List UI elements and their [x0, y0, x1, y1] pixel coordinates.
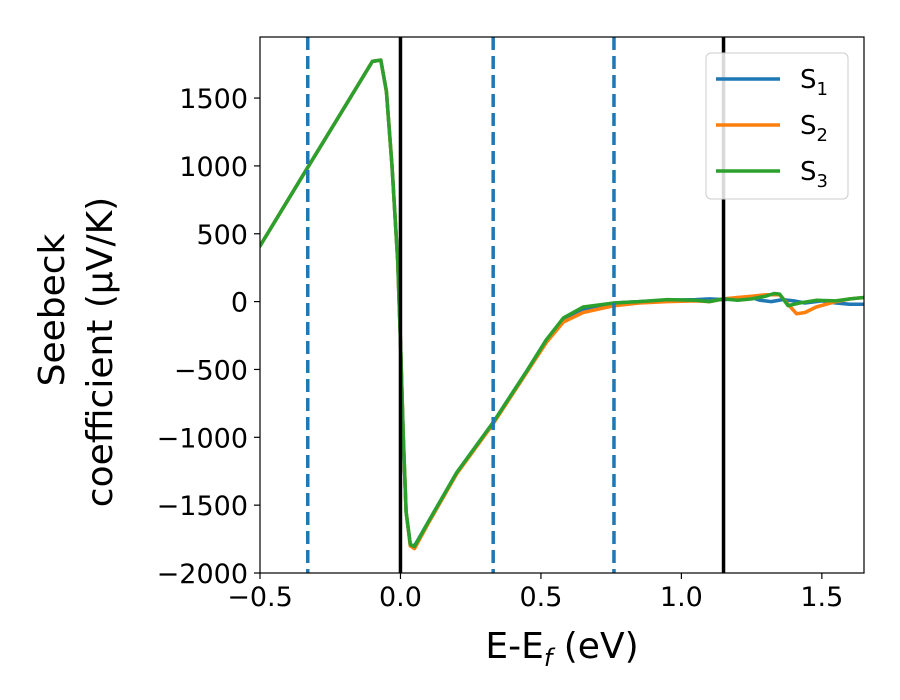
x-tick-label: 1.5	[800, 582, 843, 613]
plot-area	[260, 37, 864, 573]
x-axis-label-unit: (eV)	[552, 626, 638, 667]
x-axis: −0.5 0.0 0.5 1.0 1.5	[227, 573, 843, 613]
x-tick-label: 0.5	[519, 582, 562, 613]
x-axis-label-main: E-E	[485, 626, 543, 667]
legend: S1 S2 S3	[705, 52, 849, 200]
y-tick-label: 1000	[179, 152, 248, 183]
plot-frame	[259, 36, 865, 574]
x-tick-label: −0.5	[227, 582, 293, 613]
y-tick-label: −1000	[157, 423, 248, 454]
y-axis-label-line2: coefficient (μV/K)	[80, 197, 121, 507]
legend-label-s3: S3	[800, 157, 828, 192]
y-axis-label: Seebeck coefficient (μV/K)	[32, 197, 121, 507]
x-tick-label: 1.0	[660, 582, 703, 613]
legend-label-s2: S2	[800, 111, 828, 146]
x-tick-label: 0.0	[379, 582, 422, 613]
x-axis-label: E-Ef (eV)	[485, 626, 638, 672]
legend-label-s1: S1	[800, 65, 828, 100]
y-tick-label: −1500	[157, 491, 248, 522]
y-axis: −2000 −1500 −1000 −500 0 500 1000 1500	[157, 84, 260, 590]
y-tick-label: 1500	[179, 84, 248, 115]
y-tick-label: −500	[174, 355, 248, 386]
y-tick-label: −2000	[157, 559, 248, 590]
series-line-s3	[260, 58, 864, 549]
y-tick-label: 0	[231, 288, 248, 319]
y-tick-label: 500	[196, 220, 248, 251]
y-axis-label-line1: Seebeck	[32, 233, 73, 386]
plot-layer	[260, 37, 864, 573]
